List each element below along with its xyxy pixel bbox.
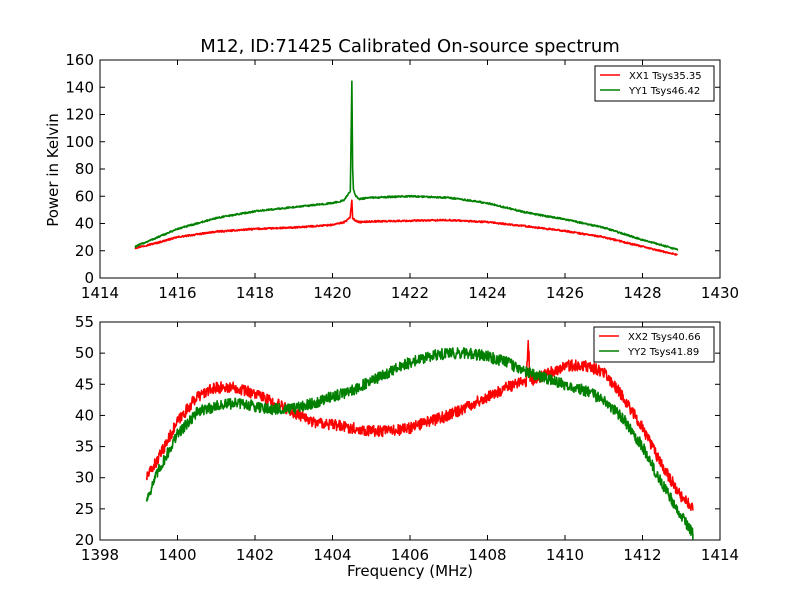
series-line-2 xyxy=(134,80,679,251)
bottom-panel: 1398 1400 1402 1404 1406 1408 1410 1412 1414 20 25… xyxy=(75,313,739,564)
y-tick-label: 45 xyxy=(75,375,94,393)
series-line-1 xyxy=(145,339,694,511)
legend-label-1: XX2 Tsys40.66 xyxy=(628,332,701,343)
x-tick-label: 1412 xyxy=(623,546,661,564)
legend-box xyxy=(593,326,715,363)
y-tick-label: 20 xyxy=(75,531,94,549)
x-tick-label: 1414 xyxy=(81,284,119,302)
x-tick-label: 1398 xyxy=(81,546,119,564)
y-tick-label: 35 xyxy=(75,438,94,456)
y-tick-label: 160 xyxy=(65,51,94,69)
y-tick-label: 120 xyxy=(65,106,94,124)
x-axis-label: Frequency (MHz) xyxy=(347,562,473,580)
y-tick-label: 30 xyxy=(75,469,94,487)
chart-title: M12, ID:71425 Calibrated On-source spect… xyxy=(200,36,620,57)
y-tick-label: 140 xyxy=(65,78,94,96)
x-tick-label: 1408 xyxy=(468,546,506,564)
x-tick-label: 1428 xyxy=(623,284,661,302)
y-tick-label: 40 xyxy=(75,406,94,424)
legend-label-2: YY1 Tsys46.42 xyxy=(628,86,700,97)
x-tick-label: 1420 xyxy=(313,284,351,302)
y-tick-label: 60 xyxy=(75,187,94,205)
legend: XX1 Tsys35.35 YY1 Tsys46.42 xyxy=(594,65,715,102)
series-line-2 xyxy=(145,347,694,540)
x-tick-label: 1426 xyxy=(546,284,584,302)
x-tick-label: 1402 xyxy=(236,546,274,564)
x-tick-label: 1406 xyxy=(391,546,429,564)
x-tick-label: 1414 xyxy=(701,546,739,564)
x-tick-label: 1422 xyxy=(391,284,429,302)
y-tick-label: 0 xyxy=(84,269,94,287)
y-tick-label: 100 xyxy=(65,133,94,151)
x-tick-label: 1424 xyxy=(468,284,506,302)
x-tick-label: 1404 xyxy=(313,546,351,564)
x-tick-label: 1410 xyxy=(546,546,584,564)
legend: XX2 Tsys40.66 YY2 Tsys41.89 xyxy=(593,326,715,363)
y-tick-label: 50 xyxy=(75,344,94,362)
y-tick-label: 40 xyxy=(75,215,94,233)
y-tick-label: 55 xyxy=(75,313,94,331)
legend-label-2: YY2 Tsys41.89 xyxy=(627,347,699,358)
top-panel: 1414 1416 1418 1420 1422 1424 1426 1428 1430 0 20 4… xyxy=(65,51,739,302)
y-tick-label: 80 xyxy=(75,160,94,178)
x-tick-label: 1418 xyxy=(236,284,274,302)
y-axis-label: Power in Kelvin xyxy=(44,113,62,227)
series-line-1 xyxy=(134,199,679,256)
x-tick-label: 1400 xyxy=(158,546,196,564)
legend-box xyxy=(594,65,715,102)
y-tick-label: 25 xyxy=(75,500,94,518)
x-tick-label: 1416 xyxy=(158,284,196,302)
y-tick-label: 20 xyxy=(75,242,94,260)
legend-label-1: XX1 Tsys35.35 xyxy=(629,71,702,82)
x-tick-label: 1430 xyxy=(701,284,739,302)
